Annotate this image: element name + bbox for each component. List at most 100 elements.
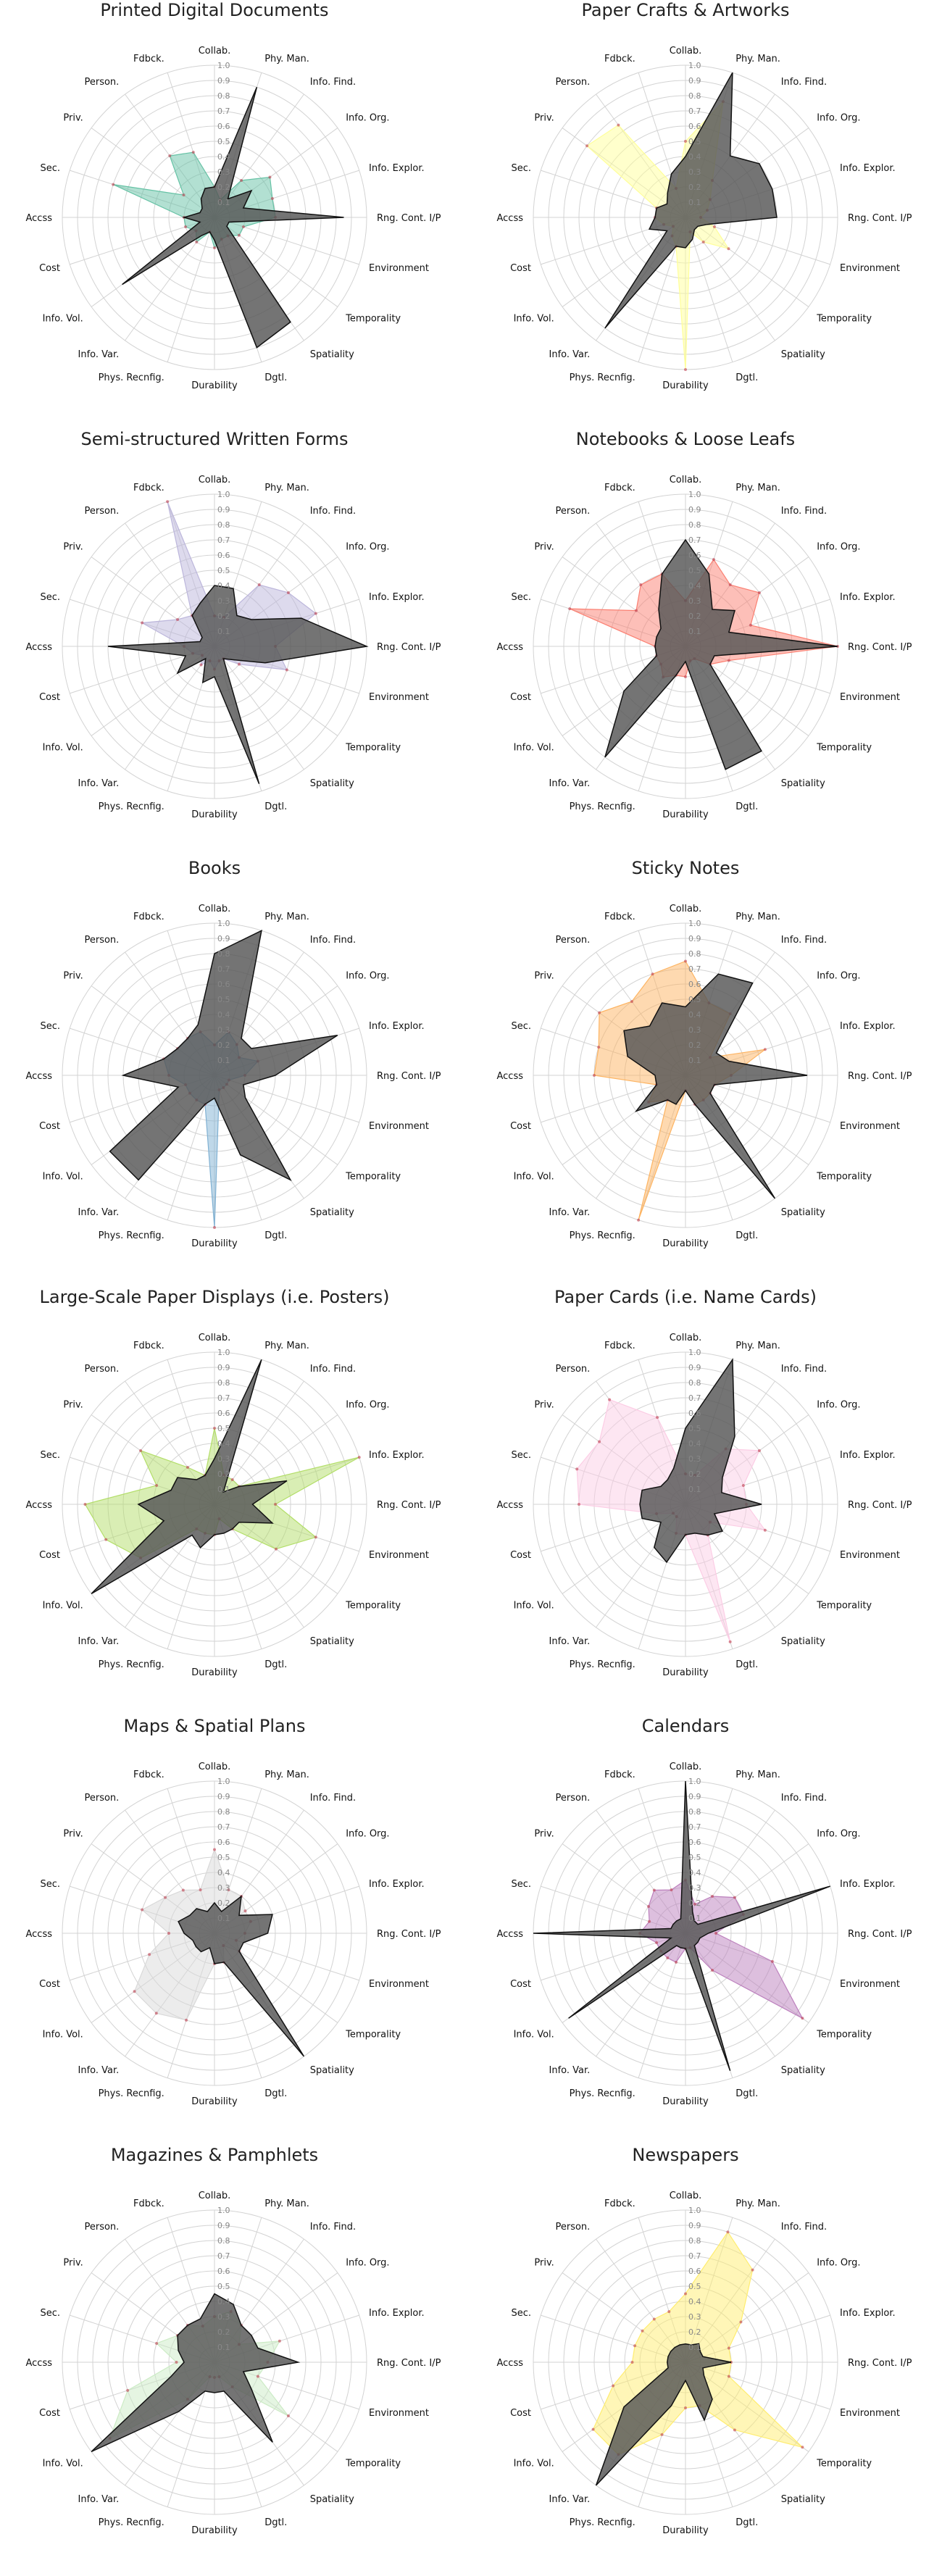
radial-tick-label: 0.7: [217, 2251, 230, 2261]
axis-label: Environment: [840, 263, 900, 274]
radial-tick-label: 0.4: [217, 152, 230, 162]
chart-title: Large-Scale Paper Displays (i.e. Posters…: [39, 1287, 390, 1307]
radial-tick-label: 0.7: [688, 2251, 701, 2261]
axis-label: Info. Var.: [78, 2494, 120, 2505]
data-point: [749, 623, 752, 627]
radial-tick-label: 0.6: [217, 122, 230, 131]
axis-label: Accss: [25, 1929, 52, 1940]
radial-tick-label: 0.9: [688, 1363, 701, 1372]
axis-label: Phys. Recnfig.: [570, 1230, 635, 1241]
axis-label: Priv.: [534, 112, 554, 123]
axis-label: Info. Org.: [346, 112, 389, 123]
axis-label: Info. Var.: [78, 1636, 120, 1647]
axis-label: Cost: [39, 1121, 60, 1132]
data-point: [126, 2388, 130, 2392]
axis-label: Environment: [840, 1550, 900, 1561]
radial-tick-label: 0.9: [217, 1792, 230, 1801]
radar-svg: 0.1 0.2 0.3 0.4 0.5 0.6 0.7 0.8 0.9 1.0 Collab. Phy…: [496, 2191, 912, 2536]
radial-tick-label: 0.5: [688, 566, 701, 575]
radar-panel: Books 0.1 0.2 0.3 0.4 0.5 0.6 0.7 0.8 0.9 1.0 Colla…: [0, 858, 471, 1287]
radial-tick-label: 0.5: [688, 2282, 701, 2291]
axis-label: Fdbck.: [604, 912, 635, 922]
axis-label: Info. Var.: [549, 778, 591, 789]
axis-label: Sec.: [40, 2308, 60, 2319]
axis-label: Temporality: [345, 2030, 401, 2041]
axis-label: Spatiality: [310, 2494, 354, 2505]
axis-label: Info. Vol.: [514, 2459, 554, 2469]
axis-label: Info. Org.: [817, 112, 860, 123]
data-point: [256, 2375, 259, 2378]
radial-tick-label: 0.6: [688, 1838, 701, 1847]
axis-label: Sec.: [511, 1021, 531, 1032]
axis-label: Phys. Recnfig.: [570, 2517, 635, 2528]
axis-label: Spatiality: [781, 1207, 825, 1218]
radial-tick-label: 0.6: [688, 551, 701, 560]
axis-label: Spatiality: [781, 778, 825, 789]
radial-tick-label: 0.4: [217, 2297, 230, 2306]
axis-label: Collab.: [670, 2191, 702, 2201]
data-point: [656, 1416, 659, 1420]
radial-tick-label: 0.9: [688, 1792, 701, 1801]
axis-label: Durability: [191, 2525, 238, 2536]
radial-tick-label: 0.5: [688, 137, 701, 146]
axis-label: Dgtl.: [735, 2517, 758, 2528]
radial-tick-label: 0.9: [688, 76, 701, 86]
series-polygon-dark: [122, 87, 344, 349]
axis-label: Info. Find.: [310, 1364, 356, 1375]
axis-label: Info. Vol.: [514, 1601, 554, 1612]
radial-tick-label: 0.6: [688, 1409, 701, 1418]
data-point: [684, 959, 687, 963]
data-point: [597, 1046, 601, 1049]
data-point: [711, 1968, 714, 1972]
axis-label: Info. Org.: [346, 1399, 389, 1410]
axis-label: Sec.: [511, 1879, 531, 1890]
radial-tick-label: 0.3: [688, 596, 701, 606]
axis-label: Rng. Cont. I/P: [377, 1071, 441, 1082]
axis-label: Person.: [84, 77, 119, 88]
axis-label: Info. Vol.: [43, 2030, 83, 2041]
radial-tick-label: 0.5: [217, 137, 230, 146]
radar-panel: Notebooks & Loose Leafs 0.1 0.2 0.3 0.4 0.5 0.…: [471, 429, 942, 858]
radial-tick-label: 0.3: [217, 1025, 230, 1035]
axis-label: Environment: [840, 2408, 900, 2419]
radial-tick-label: 0.1: [217, 627, 230, 636]
data-point: [185, 2018, 188, 2022]
radial-tick-label: 0.1: [688, 1485, 701, 1494]
grid-spoke: [125, 646, 215, 770]
radial-tick-label: 0.4: [688, 1010, 701, 1020]
radial-tick-label: 0.8: [217, 2236, 230, 2246]
radial-tick-label: 0.4: [688, 581, 701, 591]
data-point: [608, 1398, 612, 1401]
data-point: [667, 2310, 671, 2314]
data-point: [182, 193, 186, 197]
series-polygon-dark: [623, 973, 808, 1199]
axis-label: Info. Explor.: [840, 163, 896, 174]
series-polygon-dark: [107, 585, 369, 784]
axis-label: Person.: [84, 1364, 119, 1375]
axis-label: Collab.: [199, 1762, 231, 1772]
data-point: [598, 1440, 601, 1443]
axis-label: Temporality: [816, 2459, 872, 2469]
axis-label: Spatiality: [310, 778, 354, 789]
radial-tick-label: 1.0: [217, 490, 230, 499]
axis-label: Info. Explor.: [840, 592, 896, 603]
data-point: [112, 183, 115, 186]
axis-label: Rng. Cont. I/P: [377, 213, 441, 224]
axis-label: Phy. Man.: [735, 483, 780, 493]
data-point: [637, 1218, 641, 1222]
radial-tick-label: 0.3: [688, 2312, 701, 2322]
data-point: [175, 2361, 178, 2364]
data-point: [176, 617, 180, 621]
chart-title: Maps & Spatial Plans: [123, 1716, 306, 1736]
axis-label: Temporality: [345, 1172, 401, 1183]
radar-panel: Large-Scale Paper Displays (i.e. Posters…: [0, 1287, 471, 1716]
data-point: [714, 1932, 717, 1935]
radar-svg: 0.1 0.2 0.3 0.4 0.5 0.6 0.7 0.8 0.9 1.0 Collab. Phy…: [25, 475, 441, 820]
radial-tick-label: 0.8: [688, 2236, 701, 2246]
axis-label: Collab.: [199, 2191, 231, 2201]
axis-label: Dgtl.: [735, 1659, 758, 1670]
chart-title: Paper Cards (i.e. Name Cards): [554, 1287, 817, 1307]
chart-title: Sticky Notes: [631, 858, 740, 878]
data-point: [240, 179, 243, 183]
radar-panel: Sticky Notes 0.1 0.2 0.3 0.4 0.5 0.6 0.7 0.8 0.9 1…: [471, 858, 942, 1287]
